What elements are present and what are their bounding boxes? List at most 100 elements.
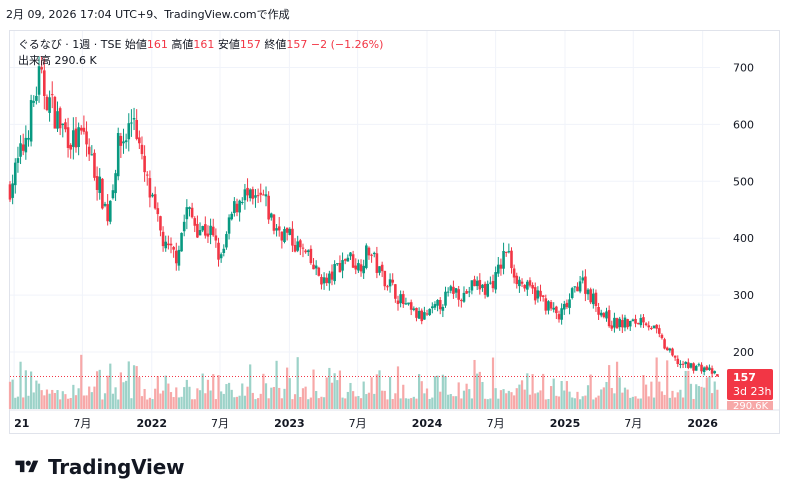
candle-body [40, 67, 43, 70]
candle-body [668, 348, 672, 351]
candle-body [705, 366, 709, 370]
x-tick-label: 7月 [73, 417, 91, 430]
candle-body [69, 144, 73, 150]
volume-bar [367, 392, 371, 409]
candle-body [628, 320, 632, 327]
candle-body [475, 280, 479, 287]
volume-bar [444, 376, 447, 409]
volume-bar [515, 388, 518, 409]
volume-bar [312, 369, 315, 409]
y-tick-label: 400 [733, 232, 754, 245]
candle-body [35, 95, 38, 101]
low-value: 157 [239, 38, 261, 51]
candle-body [568, 299, 571, 308]
volume-bar [16, 396, 20, 409]
candle-body [256, 195, 260, 197]
candle-body [288, 228, 292, 235]
candle-body [293, 244, 297, 252]
volume-bar [185, 379, 188, 409]
candle-body [180, 232, 183, 252]
symbol-label[interactable]: ぐるなび · 1週 · TSE [18, 38, 122, 51]
volume-bar [642, 375, 645, 409]
volume-bar [272, 386, 276, 409]
volume-bar [539, 390, 542, 409]
candle-body [235, 203, 239, 213]
volume-bar [198, 390, 202, 409]
candle-body [425, 313, 429, 315]
volume-bar [671, 390, 674, 409]
chart-frame[interactable] [9, 30, 780, 434]
candle-body [153, 194, 157, 209]
candle-body [388, 279, 392, 287]
volume-bar [610, 387, 613, 409]
volume-bar [346, 391, 349, 409]
candle-body [499, 264, 503, 269]
volume-bar [568, 391, 571, 409]
volume-bar [716, 389, 719, 409]
volume-bar [230, 389, 233, 409]
candle-body [267, 195, 270, 220]
volume-bar [663, 394, 666, 409]
volume-bar [608, 365, 611, 409]
candle-body [367, 247, 371, 256]
candle-body [697, 364, 701, 366]
candle-body [219, 254, 223, 259]
volume-bar [700, 386, 703, 409]
candle-body [541, 295, 545, 297]
volume-bar [180, 396, 183, 409]
candle-body [594, 292, 598, 306]
volume-bar [594, 397, 598, 409]
volume-bar [336, 380, 339, 409]
candle-body [156, 208, 160, 215]
volume-bar [59, 399, 62, 409]
candle-body [636, 323, 640, 325]
candle-body [478, 279, 482, 290]
y-tick-label: 500 [733, 175, 754, 188]
candle-body [233, 201, 236, 214]
volume-bar [90, 392, 93, 409]
volume-bar [412, 396, 415, 409]
volume-bar [175, 387, 178, 409]
candle-body [510, 250, 513, 269]
volume-bar [687, 370, 690, 409]
candle-body [639, 318, 643, 326]
volume-bar [241, 383, 244, 409]
close-label: 終値 [264, 38, 287, 51]
volume-bar [681, 397, 685, 409]
volume-bar [465, 383, 468, 409]
candle-body [74, 128, 78, 148]
candle-body [211, 226, 215, 236]
high-value: 161 [193, 38, 215, 51]
volume-bar [204, 393, 207, 409]
candle-body [687, 362, 690, 368]
volume-bar [169, 392, 173, 409]
volume-bar [249, 364, 252, 409]
volume-bar [705, 377, 708, 409]
candle-body [87, 146, 91, 155]
candle-body [496, 264, 500, 274]
candle-body [227, 217, 231, 234]
volume-bar [325, 377, 328, 409]
volume-bar [357, 396, 360, 409]
candle-body [27, 137, 30, 140]
volume-bar [497, 398, 500, 409]
volume-bar [579, 399, 582, 409]
candle-body [140, 144, 144, 155]
volume-bar [399, 398, 402, 409]
volume-bar [280, 398, 283, 409]
candle-body [143, 155, 146, 173]
tradingview-logo[interactable]: TradingView [12, 455, 185, 479]
candle-body [365, 245, 368, 268]
candle-body [539, 290, 542, 297]
candle-body [644, 323, 648, 326]
volume-bar [243, 395, 247, 409]
volume-bar [164, 375, 167, 409]
candle-body [650, 327, 653, 329]
volume-bar [246, 386, 249, 409]
volume-bar [188, 386, 191, 409]
volume-bar [117, 399, 120, 409]
candle-body [13, 162, 17, 186]
candle-body [32, 101, 36, 103]
volume-bar [109, 363, 112, 409]
